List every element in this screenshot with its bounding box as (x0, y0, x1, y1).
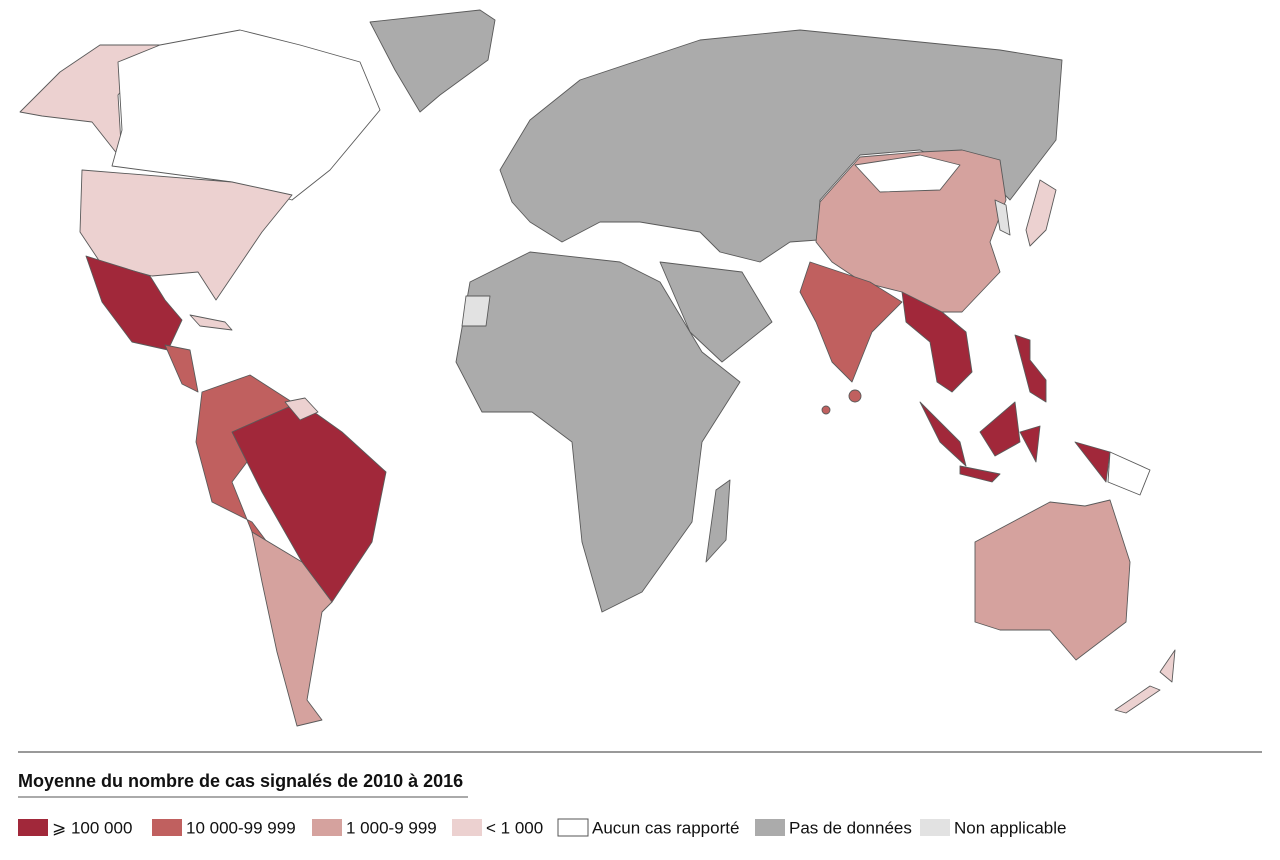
legend-label: 1 000-9 999 (346, 818, 437, 837)
legend-label: Pas de données (789, 818, 912, 837)
legend-swatch (755, 819, 785, 836)
canada (111, 29, 381, 201)
west-new-guinea (1074, 441, 1111, 483)
legend-label: 10 000-99 999 (186, 818, 296, 837)
madagascar (705, 479, 731, 563)
africa (455, 251, 741, 613)
sumatra (919, 401, 967, 467)
china (815, 149, 1007, 313)
southeast-asia (901, 291, 973, 393)
legend-swatch (452, 819, 482, 836)
legend-swatch (312, 819, 342, 836)
legend: ⩾ 100 000 10 000-99 999 1 000-9 999 < 1 000… (18, 818, 1066, 837)
legend-label: ⩾ 100 000 (52, 818, 132, 837)
borneo (979, 401, 1021, 457)
legend-title: Moyenne du nombre de cas signalés de 201… (18, 771, 463, 791)
eurasia (499, 29, 1063, 263)
legend-swatch (920, 819, 950, 836)
sri-lanka (848, 389, 862, 403)
southern-cone (251, 531, 333, 727)
new-zealand-south (1114, 685, 1161, 714)
guianas (284, 397, 319, 421)
legend-swatch (152, 819, 182, 836)
usa (79, 169, 293, 301)
legend-label: Non applicable (954, 818, 1066, 837)
australia (974, 499, 1131, 661)
java (959, 465, 1001, 483)
sulawesi (1019, 425, 1041, 463)
mongolia (854, 154, 961, 193)
greenland (369, 9, 496, 113)
western-sahara (461, 295, 491, 327)
world-map (19, 9, 1176, 727)
arabia (659, 261, 773, 363)
philippines (1014, 334, 1047, 403)
papua-new-guinea (1107, 451, 1151, 496)
legend-label: Aucun cas rapporté (592, 818, 739, 837)
korea (994, 199, 1011, 236)
new-zealand-north (1159, 649, 1176, 683)
legend-swatch (557, 818, 589, 837)
central-america (164, 344, 199, 393)
legend-label: < 1 000 (486, 818, 543, 837)
legend-swatch (18, 819, 48, 836)
india (799, 261, 903, 383)
cuba (189, 314, 233, 331)
mexico (85, 255, 183, 351)
japan (1025, 179, 1057, 247)
island (821, 405, 831, 415)
